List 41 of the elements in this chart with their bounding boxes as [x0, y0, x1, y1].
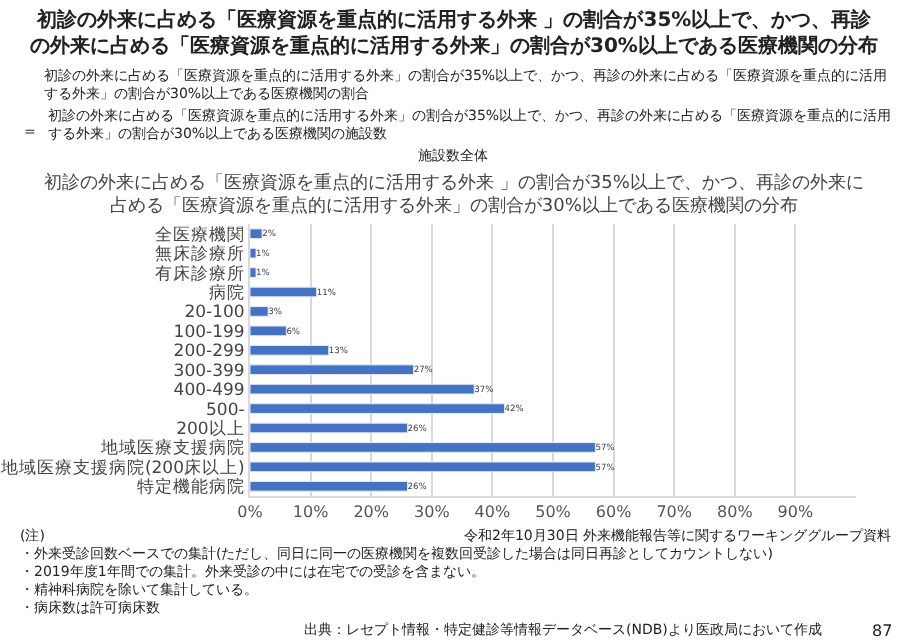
bar [250, 383, 475, 395]
bar [250, 403, 506, 414]
chart-title: 初診の外来に占める「医療資源を重点的に活用する外来 」の割合が35%以上で、かつ、再診の外来に占める「医療資源を重点的に活用する外来」の割合が30%以上である医療機関の分布 [30, 8, 878, 58]
y-tick-label: 200以上 [176, 417, 245, 440]
bar [250, 364, 415, 376]
y-tick-label: 特定機能病院 [136, 476, 245, 499]
x-tick-label: 40% [474, 503, 511, 522]
y-tick-label: 地域医療支援病院(200床以上) [0, 456, 245, 479]
bar [250, 442, 596, 453]
bar [250, 344, 330, 356]
text: 87 [872, 622, 893, 640]
bar [250, 286, 318, 298]
y-tick-label: 500- [206, 400, 245, 421]
y-tick-label: 400-499 [173, 381, 245, 402]
y-tick-label: 有床診療所 [154, 262, 245, 285]
y-tick-label: 200-299 [173, 342, 245, 363]
x-tick-label: 80% [717, 503, 754, 522]
y-tick-label: 病院 [208, 281, 245, 304]
bar [250, 480, 409, 492]
x-tick-label: 0% [237, 503, 264, 522]
y-tick-label: 100-199 [173, 322, 245, 343]
y-tick-label: 地域医療支援病院 [98, 437, 245, 460]
y-tick-label: 無床診療所 [154, 243, 245, 266]
bar [250, 422, 409, 434]
y-tick-label: 300-399 [173, 361, 245, 382]
x-tick-label: 60% [595, 503, 633, 522]
bar [250, 247, 257, 259]
x-tick-label: 70% [656, 503, 693, 522]
x-tick-label: 10% [292, 503, 330, 522]
bar [250, 325, 287, 337]
bar [250, 306, 269, 317]
x-tick-label: 50% [535, 503, 572, 522]
y-tick-label: 全医療機関 [154, 223, 245, 246]
y-tick-label: 20-100 [184, 303, 245, 324]
bar [250, 461, 596, 473]
chart-subtitle: 初診の外来に占める「医療資源を重点的に活用する外来 」の割合が35%以上で、かつ、再診の外来に占める「医療資源を重点的に活用する外来」の割合が30%以上である医療機関の分布 [44, 172, 864, 218]
bar [250, 267, 257, 278]
x-tick-label: 30% [414, 503, 451, 522]
x-tick-label: 20% [353, 503, 390, 522]
x-tick-label: 90% [777, 503, 814, 522]
bar [250, 228, 263, 240]
